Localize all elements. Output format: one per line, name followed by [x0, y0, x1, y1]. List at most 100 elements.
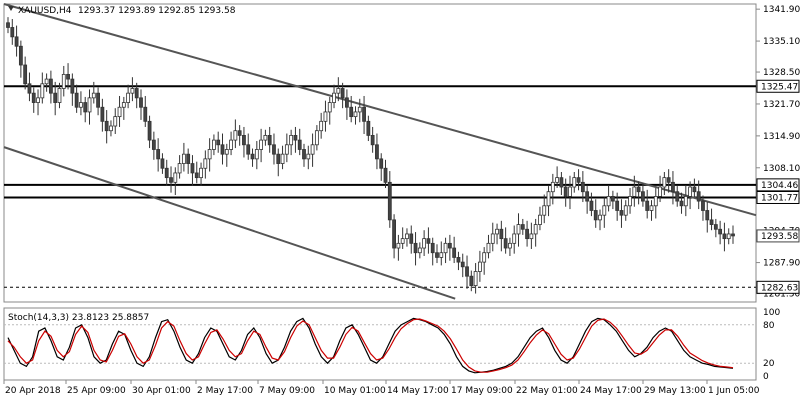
candle-body [452, 247, 457, 258]
candle-body [194, 172, 199, 179]
candle [74, 84, 79, 113]
candle [508, 237, 512, 257]
candle-body [576, 177, 581, 183]
candle [490, 222, 495, 252]
candle-body [259, 139, 264, 150]
candle-body [74, 92, 79, 108]
candle-body [529, 233, 534, 240]
candle-body [151, 139, 156, 150]
time-tick-label: 7 May 09:00 [259, 386, 315, 396]
candle-body [319, 120, 324, 132]
candle [653, 187, 658, 219]
candle [525, 220, 529, 247]
candle-body [70, 78, 75, 94]
candle-body [14, 36, 19, 47]
candle-body [44, 78, 49, 85]
candle [302, 143, 306, 167]
candle-body [121, 102, 126, 108]
candle [696, 180, 701, 210]
candle [452, 236, 457, 264]
candle-body [224, 149, 229, 155]
candle-body [357, 106, 362, 113]
candle [186, 148, 191, 174]
candle-body [332, 92, 336, 103]
candle [297, 128, 302, 156]
candle-body [91, 92, 96, 99]
candle [336, 77, 341, 102]
candle-body [559, 177, 564, 188]
candle-body [688, 186, 693, 197]
candle-body [636, 186, 641, 193]
candle [559, 172, 564, 196]
candle-body [443, 242, 448, 254]
resistance-1301-label: 1301.77 [761, 193, 798, 203]
candle [546, 186, 551, 217]
candle-body [130, 88, 135, 94]
price-tick-label: 1341.90 [763, 5, 800, 15]
resistance-1304-badge [756, 178, 800, 192]
candle [606, 185, 611, 212]
candle [109, 120, 113, 137]
candle [585, 186, 590, 214]
candle [568, 175, 572, 210]
candle [649, 200, 654, 221]
candle [503, 227, 508, 254]
price-tick-label: 1335.10 [763, 37, 800, 47]
candle-body [104, 120, 109, 132]
candle [246, 133, 251, 160]
candle-body [250, 153, 255, 160]
candle-body [490, 233, 495, 244]
candle [636, 181, 641, 205]
candle [216, 131, 221, 153]
candle-body [276, 153, 281, 164]
candle-body [533, 224, 538, 235]
lower-trendline[interactable] [3, 146, 456, 300]
candle [379, 153, 384, 181]
candle-body [495, 228, 499, 235]
candle-body [349, 106, 354, 118]
candle [237, 125, 242, 146]
candle-body [212, 139, 216, 150]
candle-body [405, 233, 409, 240]
candle-body [417, 247, 422, 254]
main-plot-frame [3, 3, 757, 303]
candle-body [568, 186, 572, 197]
candle-body [117, 106, 122, 118]
candle [160, 153, 165, 174]
candle-body [126, 92, 131, 103]
osc-tick-label: 80 [763, 321, 775, 331]
candle [486, 234, 491, 259]
candle-body [147, 120, 152, 141]
symbol-triangle-icon [8, 6, 14, 11]
candle [563, 178, 568, 207]
support-1282-label: 1282.63 [761, 283, 798, 293]
candle [276, 148, 281, 177]
candle [610, 190, 615, 210]
time-tick-label: 17 May 09:00 [451, 386, 513, 396]
candle [675, 186, 680, 207]
candle [306, 145, 311, 170]
candle-body [375, 144, 379, 160]
candle [117, 95, 122, 127]
candle [289, 129, 294, 156]
candle [705, 202, 710, 233]
candle-body [645, 200, 650, 211]
candle [516, 213, 521, 247]
candle [555, 166, 560, 188]
stoch-signal-line [7, 318, 734, 373]
candle-body [164, 167, 169, 179]
candle [405, 228, 409, 247]
candle [602, 197, 607, 228]
candle [593, 199, 598, 228]
resistance-1304-label: 1304.46 [761, 181, 798, 191]
candle-body [66, 73, 70, 80]
candle-body [486, 242, 491, 254]
candle [623, 200, 628, 221]
upper-trendline[interactable] [3, 3, 757, 217]
candle-body [731, 233, 735, 237]
candle [469, 270, 474, 292]
candle-body [345, 97, 349, 108]
candle [263, 129, 268, 146]
